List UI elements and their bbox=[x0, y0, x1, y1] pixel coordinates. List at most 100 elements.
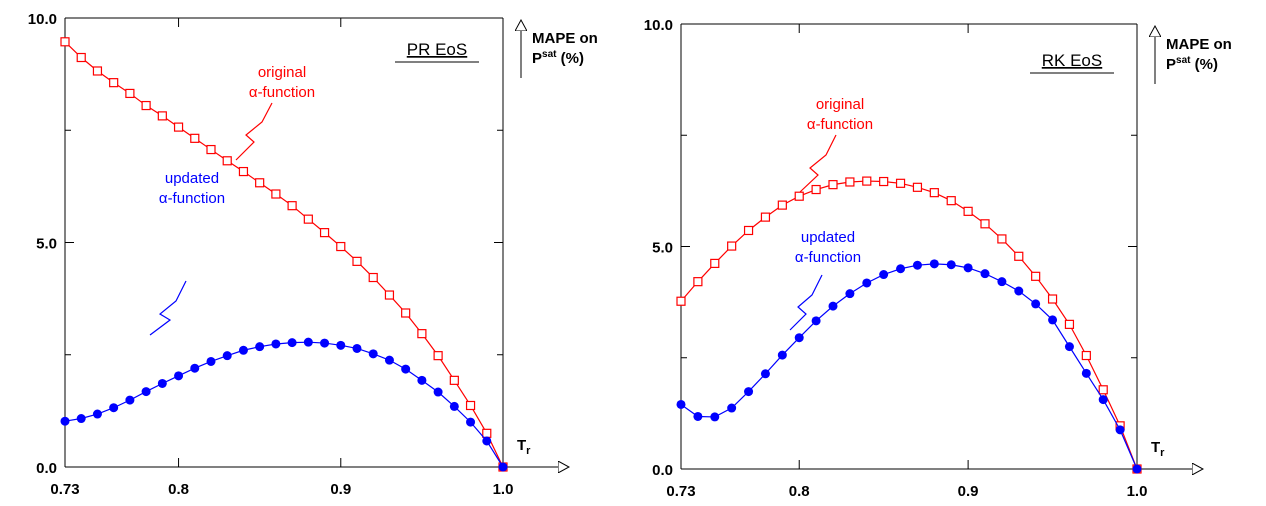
x-tick-label: 0.9 bbox=[958, 483, 979, 500]
pr-eos-chart: 0.0 5.0 10.0 0.73 0.8 0.9 1.0 Tr MAPE on Psat (%)… bbox=[28, 11, 598, 498]
original-pointer bbox=[235, 102, 273, 161]
data-point bbox=[238, 166, 249, 177]
data-point bbox=[1014, 251, 1024, 261]
data-point bbox=[222, 351, 232, 361]
data-point bbox=[109, 403, 119, 413]
data-point bbox=[743, 225, 754, 236]
data-point bbox=[255, 342, 265, 352]
y-axis-label-line2: Psat (%) bbox=[1166, 55, 1218, 73]
data-point bbox=[76, 414, 86, 424]
data-point bbox=[206, 356, 216, 366]
data-point bbox=[401, 364, 411, 374]
data-point bbox=[222, 156, 232, 166]
original-pointer bbox=[799, 134, 837, 193]
data-point bbox=[862, 176, 872, 186]
updated-label-line1: updated bbox=[801, 229, 855, 246]
y-axis-label-line2: Psat (%) bbox=[532, 49, 584, 67]
updated-label-line1: updated bbox=[165, 170, 219, 187]
data-point bbox=[401, 308, 411, 318]
data-point bbox=[693, 277, 703, 287]
data-point bbox=[60, 37, 70, 47]
data-point bbox=[433, 387, 443, 397]
data-point bbox=[1098, 385, 1108, 395]
data-point bbox=[157, 111, 167, 121]
data-point bbox=[845, 289, 855, 299]
y-tick-label: 10.0 bbox=[644, 17, 673, 34]
data-point bbox=[173, 122, 184, 132]
data-point bbox=[710, 258, 720, 269]
data-point bbox=[368, 349, 378, 359]
data-point bbox=[498, 462, 508, 472]
data-point bbox=[287, 338, 297, 348]
data-point bbox=[1115, 425, 1125, 435]
data-point bbox=[896, 264, 906, 274]
data-point bbox=[384, 290, 395, 300]
data-point bbox=[1048, 315, 1058, 325]
data-point bbox=[303, 337, 313, 347]
updated-pointer bbox=[789, 274, 823, 331]
data-point bbox=[109, 78, 119, 88]
data-point bbox=[92, 66, 103, 76]
data-point bbox=[777, 350, 787, 360]
data-point bbox=[997, 234, 1007, 244]
data-point bbox=[141, 100, 151, 111]
data-point bbox=[433, 351, 443, 361]
data-point bbox=[190, 133, 200, 143]
data-point bbox=[963, 263, 973, 273]
y-tick-label: 0.0 bbox=[36, 460, 57, 477]
original-label-line1: original bbox=[816, 96, 864, 113]
data-point bbox=[319, 228, 330, 238]
data-point bbox=[76, 52, 86, 63]
data-point bbox=[676, 296, 686, 306]
x-tick-label: 1.0 bbox=[493, 481, 514, 498]
data-point bbox=[92, 409, 102, 419]
rk-eos-chart: 0.0 5.0 10.0 0.73 0.8 0.9 1.0 Tr MAPE on Psat (%)… bbox=[644, 17, 1232, 500]
x-axis-label: Tr bbox=[1151, 439, 1165, 459]
data-point bbox=[997, 277, 1007, 287]
series-line bbox=[64, 341, 504, 468]
data-point bbox=[417, 329, 427, 339]
data-point bbox=[744, 387, 754, 397]
data-point bbox=[1031, 299, 1041, 309]
x-tick-label: 0.9 bbox=[330, 481, 351, 498]
eos-title: RK EoS bbox=[1042, 51, 1102, 70]
data-point bbox=[238, 345, 248, 355]
data-point bbox=[255, 178, 265, 188]
data-point bbox=[710, 412, 720, 422]
data-point bbox=[352, 256, 362, 266]
y-tick-label: 5.0 bbox=[652, 240, 673, 257]
data-point bbox=[157, 378, 167, 388]
data-point bbox=[946, 196, 956, 206]
data-point bbox=[271, 339, 281, 349]
data-point bbox=[1132, 464, 1142, 474]
y-tick-label: 0.0 bbox=[652, 462, 673, 479]
data-point bbox=[794, 191, 804, 201]
x-tick-label: 0.8 bbox=[789, 483, 810, 500]
series-line bbox=[64, 41, 504, 468]
data-point bbox=[174, 371, 184, 381]
data-point bbox=[912, 260, 922, 270]
data-point bbox=[879, 176, 889, 187]
original-label-line1: original bbox=[258, 64, 306, 81]
data-point bbox=[929, 259, 939, 269]
y-tick-label: 10.0 bbox=[28, 11, 57, 28]
data-point bbox=[271, 189, 281, 199]
data-point bbox=[811, 184, 821, 195]
y-axis-label-line1: MAPE on bbox=[1166, 36, 1232, 53]
x-axis-label: Tr bbox=[517, 437, 531, 457]
data-point bbox=[760, 369, 770, 379]
data-point bbox=[1031, 271, 1041, 281]
data-point bbox=[303, 214, 313, 224]
eos-title: PR EoS bbox=[407, 40, 467, 59]
data-point bbox=[336, 241, 346, 252]
original-label-line2: α-function bbox=[807, 116, 873, 133]
data-point bbox=[482, 428, 492, 438]
updated-label-line2: α-function bbox=[159, 190, 225, 207]
data-point bbox=[1098, 395, 1108, 405]
data-point bbox=[845, 177, 855, 187]
x-tick-label: 0.8 bbox=[168, 481, 189, 498]
data-point bbox=[946, 260, 956, 270]
data-point bbox=[1064, 342, 1074, 352]
data-point bbox=[1081, 368, 1091, 378]
